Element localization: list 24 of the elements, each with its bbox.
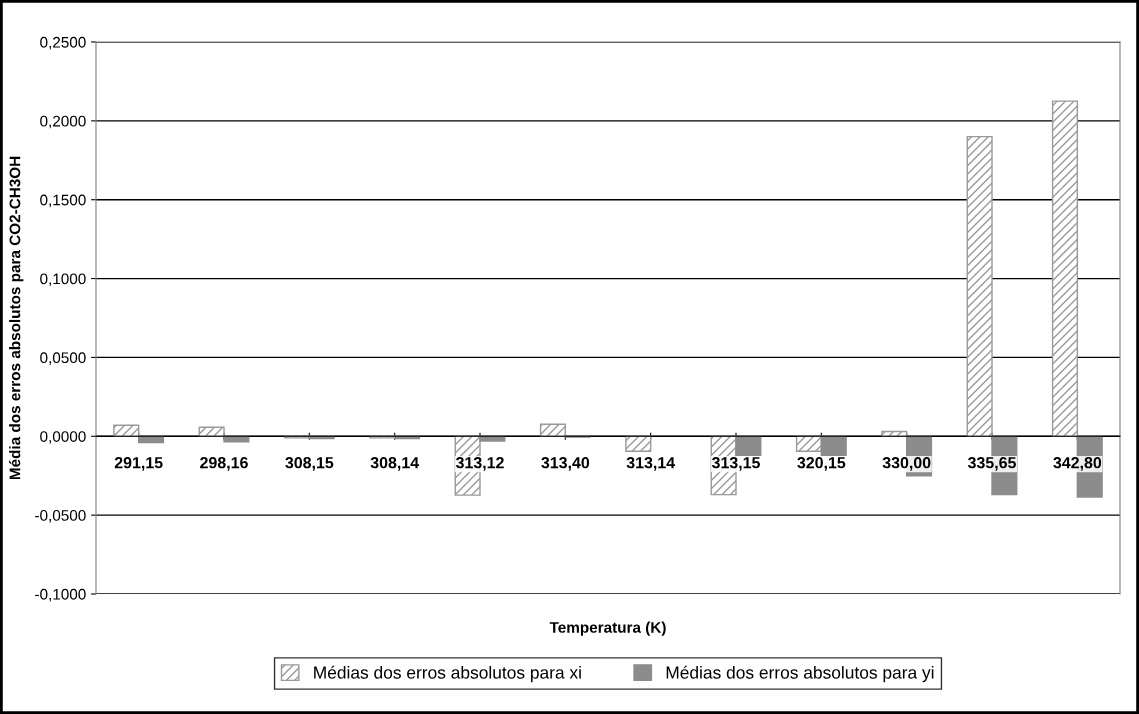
y-tick-label: 0,1000: [40, 273, 86, 287]
y-axis-title: Média dos erros absolutos para CO2-CH3OH: [8, 156, 24, 480]
y-tick-label: 0,0500: [40, 352, 86, 365]
x-tick-label: 335,65: [967, 457, 1016, 471]
x-tick-label: 313,40: [541, 457, 590, 471]
x-tick-label: 313,15: [711, 457, 760, 471]
y-tick-label: 0,0000: [40, 431, 86, 444]
x-tick-label: 313,12: [455, 457, 504, 471]
x-axis-title: Temperatura (K): [549, 621, 666, 636]
y-tick-label: -0,0500: [35, 510, 86, 523]
y-tick-label: 0,2500: [40, 36, 86, 50]
y-tick-label: -0,1000: [35, 588, 86, 602]
x-tick-label: 342,80: [1053, 457, 1102, 471]
x-tick-label: 330,00: [882, 457, 931, 471]
x-tick-label: 291,15: [114, 457, 163, 471]
x-tick-label: 320,15: [797, 457, 846, 471]
x-tick-label: 298,16: [200, 457, 248, 471]
x-tick-label: 313,14: [626, 457, 676, 471]
x-tick-label: 308,14: [370, 457, 420, 471]
legend-label: Médias dos erros absolutos para xi: [314, 665, 581, 683]
y-tick-label: 0,2000: [40, 115, 86, 129]
y-tick-label: 0,1500: [40, 194, 86, 208]
legend-label: Médias dos erros absolutos para yi: [666, 665, 934, 683]
x-tick-label: 308,15: [285, 457, 334, 471]
